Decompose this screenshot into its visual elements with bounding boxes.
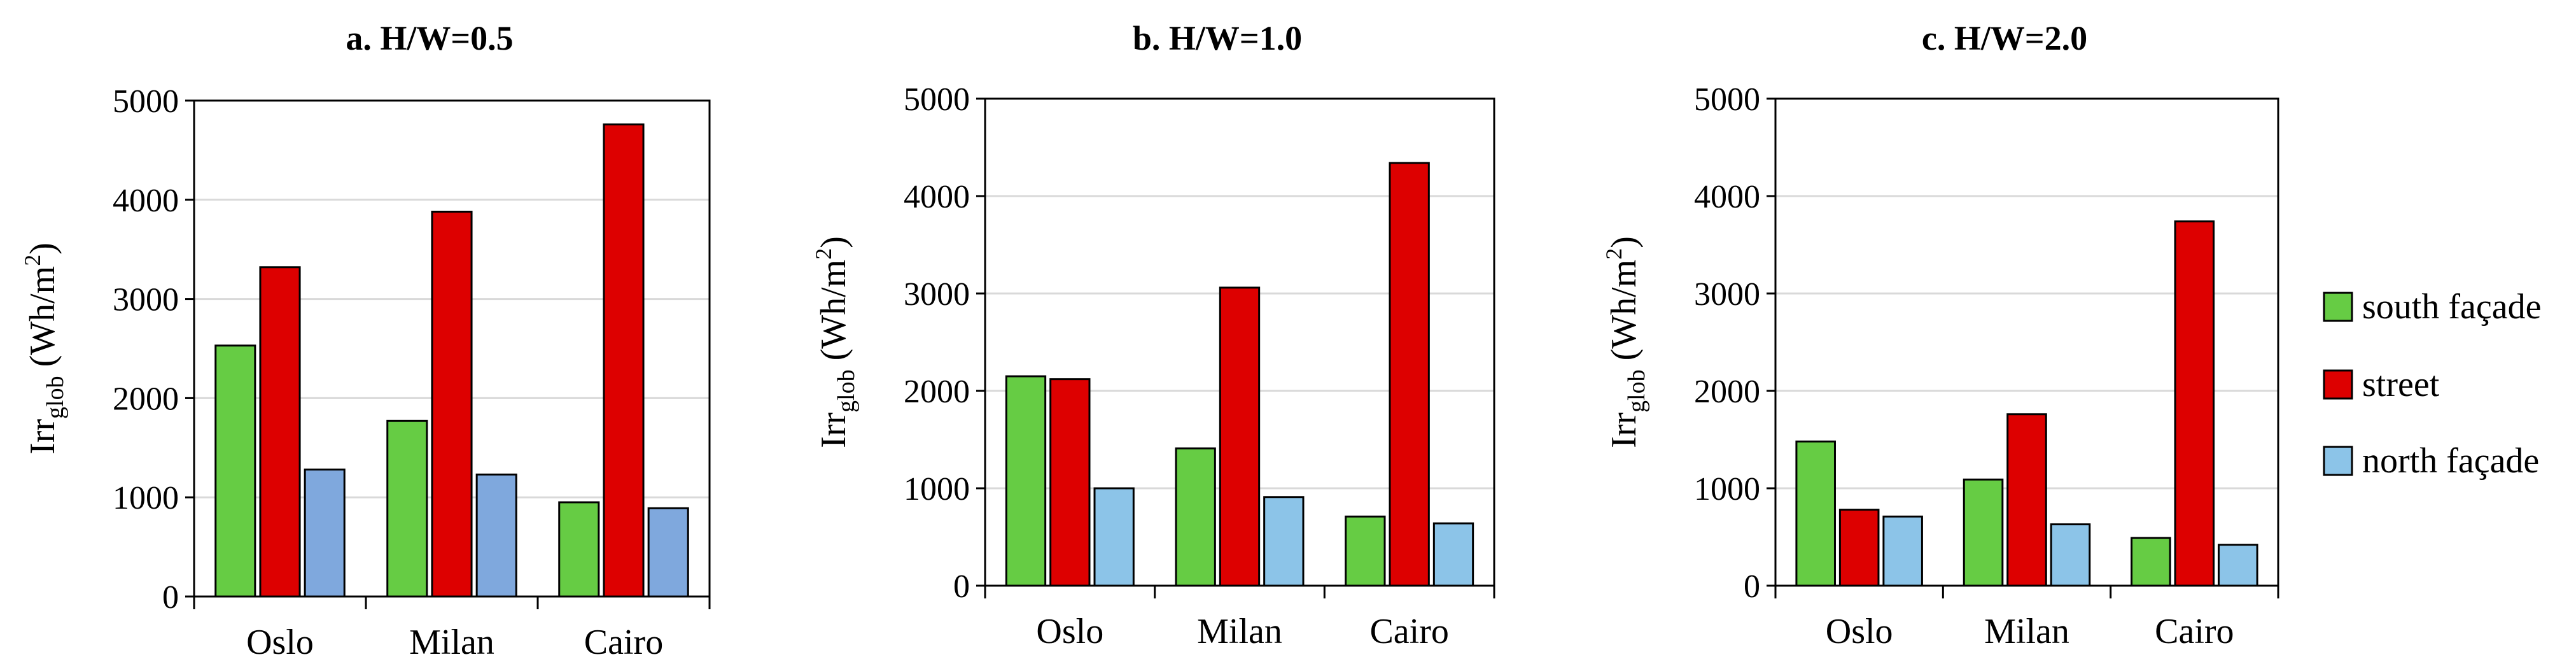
bar-south-oslo: [214, 344, 256, 598]
bar-south-milan: [1963, 478, 2004, 587]
bar-street-oslo: [259, 266, 301, 598]
bar-street-cairo: [2174, 220, 2215, 587]
plot-frame: [984, 97, 1495, 587]
legend-label: north façade: [2362, 441, 2539, 481]
bar-street-milan: [2006, 413, 2047, 587]
bar-north-cairo: [1432, 522, 1474, 587]
bar-south-cairo: [558, 501, 600, 598]
bar-south-cairo: [2131, 537, 2171, 587]
bar-street-milan: [431, 210, 473, 598]
y-tick-label: 5000: [113, 83, 179, 120]
x-tick-label-oslo: Oslo: [1826, 612, 1893, 651]
plot-frame: [1774, 97, 2279, 587]
bar-north-milan: [2050, 523, 2091, 587]
y-tick-label: 0: [953, 569, 970, 605]
chart-title: c. H/W=2.0: [1922, 19, 2087, 57]
plot-frame: [193, 99, 711, 598]
bar-north-milan: [475, 473, 517, 598]
chart-panel-2: 0 1000 2000 3000 4000 5000 Oslo Milan Cairo b. H/…: [811, 19, 1495, 651]
chart-title: a. H/W=0.5: [346, 19, 513, 57]
y-tick-label: 3000: [904, 276, 970, 313]
y-tick-label: 1000: [904, 471, 970, 507]
bar-street-cairo: [603, 123, 645, 598]
y-tick-label: 3000: [113, 282, 179, 318]
y-tick-label: 2000: [1694, 374, 1760, 410]
y-axis-label: Irrglob (Wh/m2): [20, 243, 69, 455]
bar-south-cairo: [1345, 515, 1386, 587]
bar-south-milan: [386, 420, 428, 598]
bar-north-oslo: [304, 469, 346, 598]
y-tick-label: 0: [1744, 569, 1760, 605]
legend-label: street: [2362, 365, 2440, 404]
bar-south-milan: [1175, 447, 1216, 587]
bar-south-oslo: [1005, 375, 1047, 587]
bar-north-oslo: [1882, 515, 1923, 587]
y-tick-label: 4000: [1694, 179, 1760, 215]
legend-swatch: [2323, 292, 2353, 322]
bar-street-oslo: [1049, 378, 1091, 587]
y-axis-label: Irrglob (Wh/m2): [811, 236, 860, 448]
x-tick-label-cairo: Cairo: [584, 623, 663, 662]
chart-title: b. H/W=1.0: [1133, 19, 1302, 57]
x-tick-label-cairo: Cairo: [1369, 612, 1448, 651]
x-tick-label-milan: Milan: [1197, 612, 1282, 651]
y-tick-label: 3000: [1694, 276, 1760, 313]
bar-street-oslo: [1838, 509, 1880, 587]
bar-north-cairo: [2218, 544, 2258, 587]
bar-north-milan: [1263, 496, 1305, 587]
legend-swatch: [2323, 446, 2353, 476]
y-axis-label: Irrglob (Wh/m2): [1601, 236, 1650, 448]
y-tick-label: 2000: [113, 381, 179, 417]
bar-street-cairo: [1389, 162, 1430, 587]
bar-north-cairo: [647, 507, 689, 598]
y-tick-label: 4000: [113, 183, 179, 219]
x-tick-label-milan: Milan: [409, 623, 494, 662]
bar-north-oslo: [1093, 487, 1135, 587]
chart-panel-3: 0 1000 2000 3000 4000 5000 Oslo Milan Cairo c. H/…: [1601, 19, 2279, 651]
y-tick-label: 0: [162, 579, 179, 616]
y-tick-label: 1000: [1694, 471, 1760, 507]
legend: south façade street north façade: [2323, 287, 2541, 481]
y-tick-label: 5000: [1694, 81, 1760, 118]
bar-street-milan: [1219, 286, 1261, 587]
bar-south-oslo: [1795, 441, 1836, 587]
legend-swatch: [2323, 369, 2353, 400]
y-tick-label: 5000: [904, 81, 970, 118]
x-tick-label-oslo: Oslo: [1036, 612, 1103, 651]
x-tick-label-oslo: Oslo: [246, 623, 314, 662]
x-tick-label-milan: Milan: [1984, 612, 2069, 651]
y-tick-label: 2000: [904, 374, 970, 410]
x-tick-label-cairo: Cairo: [2155, 612, 2234, 651]
y-tick-label: 4000: [904, 179, 970, 215]
chart-panel-1: 0 1000 2000 3000 4000 5000 Oslo Milan Cairo a. H/…: [20, 19, 711, 662]
y-tick-label: 1000: [113, 480, 179, 516]
legend-label: south façade: [2362, 287, 2541, 327]
